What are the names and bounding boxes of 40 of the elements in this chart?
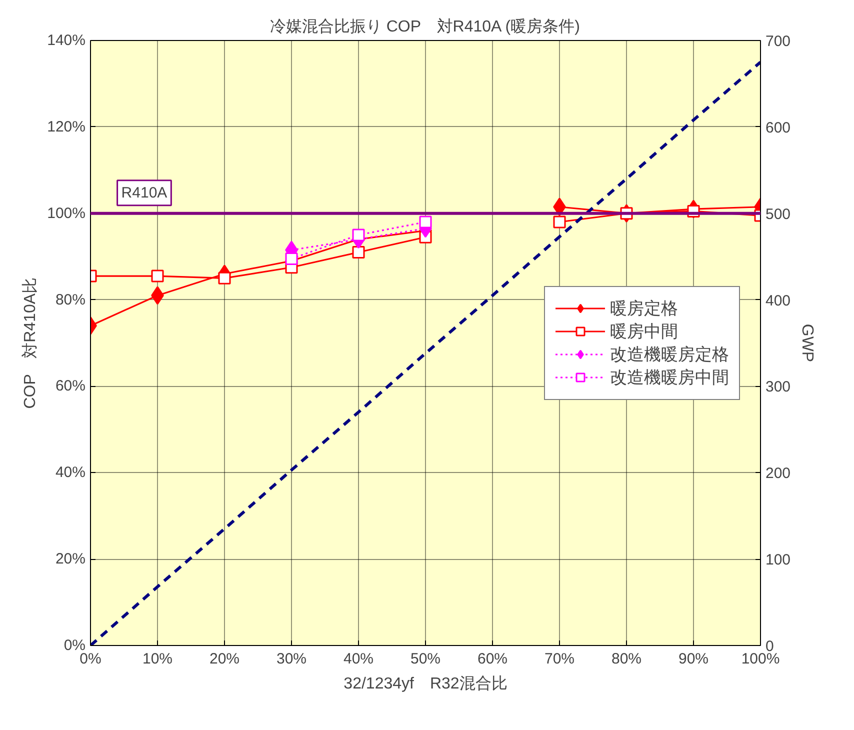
x-tick-label: 100% [741,650,780,668]
x-tick-label: 40% [343,650,374,668]
point [553,216,566,228]
y-tick-label: 100% [47,204,86,222]
y2-tick-label: 400 [766,292,791,310]
legend-label: 改造機暖房中間 [610,366,729,388]
chart-title: 冷媒混合比振り COP 対R410A (暖房条件) [270,18,580,36]
point [218,272,231,284]
x-tick-label: 80% [611,650,642,668]
y2-tick-label: 100 [766,552,791,569]
point [151,270,164,282]
y-tick-label: 140% [47,32,86,49]
legend-label: 暖房中間 [610,320,678,342]
y-axis-title: COP 対R410A比 [21,277,40,409]
x-tick-label: 60% [477,650,508,668]
x-tick-label: 20% [209,650,240,668]
y2-tick-label: 700 [766,33,791,50]
point [352,246,365,258]
legend-label: 改造機暖房定格 [610,344,729,366]
x-axis-title: 32/1234yf R32混合比 [344,674,508,692]
x-tick-label: 50% [410,650,441,668]
y-tick-label: 80% [55,291,86,308]
y-tick-label: 60% [55,378,86,395]
point [419,216,432,228]
x-tick-label: 70% [544,650,575,668]
y2-tick-label: 200 [766,465,791,482]
x-tick-label: 90% [678,650,709,668]
y2-tick-label: 600 [766,119,791,136]
x-tick-label: 10% [142,650,173,668]
y-tick-label: 40% [55,464,86,482]
y2-axis-title: GWP [798,324,816,362]
x-tick-label: 30% [276,650,307,668]
legend-label: 暖房定格 [610,298,678,320]
point [352,228,365,242]
y-tick-label: 20% [55,550,86,568]
point [285,252,298,265]
y-tick-label: 120% [47,118,86,136]
ref-line-label: R410A [121,184,168,202]
y2-tick-label: 300 [766,378,791,396]
y2-tick-label: 500 [766,206,791,223]
